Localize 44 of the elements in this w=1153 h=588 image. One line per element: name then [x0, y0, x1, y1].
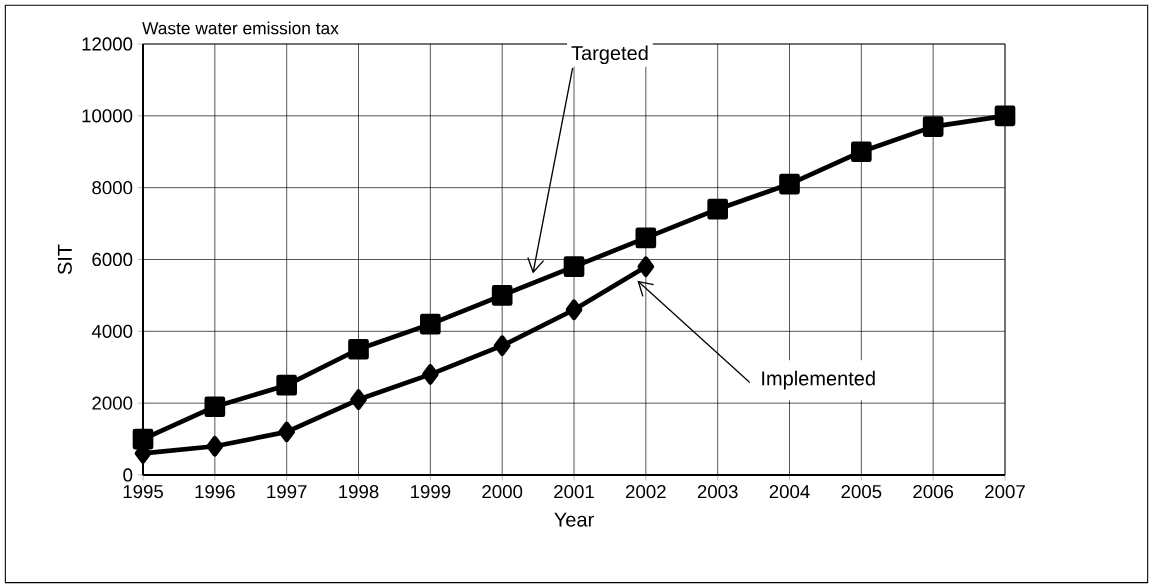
y-tick-label: 6000 — [92, 252, 133, 267]
text: Implemented — [762, 370, 875, 390]
x-tick-label: 1998 — [339, 485, 379, 499]
point — [350, 389, 367, 410]
point — [851, 141, 872, 163]
point — [779, 173, 800, 195]
text: Targeted — [571, 45, 648, 65]
x-tick-label: 2001 — [554, 485, 594, 499]
x-tick-label: 1999 — [411, 485, 451, 499]
x-tick-label: 2003 — [697, 485, 738, 499]
x-tick-label: 1995 — [123, 485, 163, 499]
point — [204, 396, 226, 418]
x-tick-label: 2002 — [626, 485, 666, 499]
x-tick-label: 1996 — [195, 485, 235, 499]
x-tick-label: 2004 — [769, 485, 810, 499]
y-tick-label: 8000 — [92, 181, 133, 195]
point — [635, 227, 657, 249]
point — [348, 338, 369, 360]
point — [565, 299, 583, 321]
x-tick-label: 2000 — [482, 485, 523, 499]
point — [278, 421, 296, 443]
point — [420, 313, 441, 335]
x-tick-label: 2005 — [841, 485, 882, 499]
point — [276, 374, 298, 396]
y-tick-label: 2000 — [92, 396, 133, 410]
point — [637, 256, 655, 278]
point — [422, 364, 439, 385]
x-tick-label: 2006 — [913, 485, 954, 499]
y-tick-label: 12000 — [82, 37, 133, 51]
x-tick-label: 2007 — [985, 485, 1025, 499]
y-axis-title: SIT — [57, 244, 72, 275]
point — [994, 105, 1016, 127]
point — [922, 116, 944, 137]
y-tick-label: 10000 — [82, 109, 133, 123]
point — [491, 285, 513, 306]
point — [707, 198, 729, 220]
chart-title: Waste water emission tax — [142, 21, 339, 35]
point — [206, 435, 224, 457]
y-tick-label: 0 — [123, 468, 133, 482]
y-tick-label: 4000 — [91, 324, 133, 338]
x-axis-title: Year — [554, 512, 594, 527]
point — [563, 256, 585, 278]
x-tick-label: 1997 — [267, 485, 307, 499]
point — [493, 335, 511, 357]
